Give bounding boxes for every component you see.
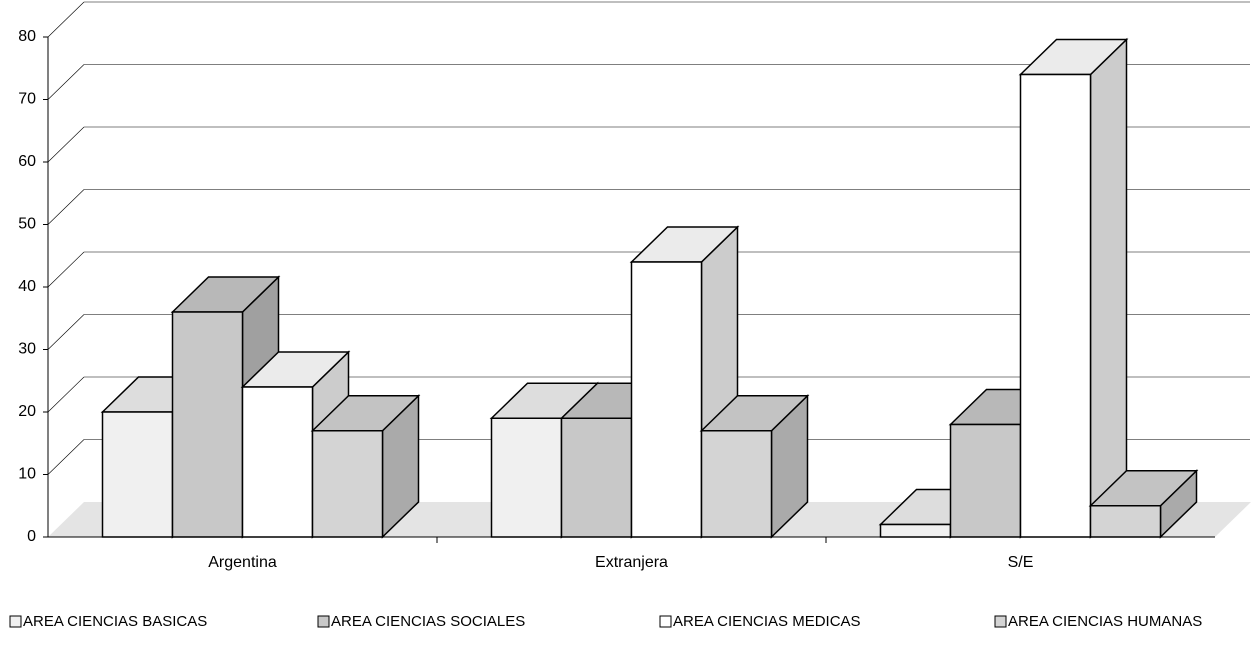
legend-swatch bbox=[994, 615, 1007, 628]
legend-label: AREA CIENCIAS HUMANAS bbox=[1008, 613, 1202, 630]
legend-swatch bbox=[317, 615, 330, 628]
bar bbox=[630, 261, 703, 538]
y-tick-label: 70 bbox=[18, 91, 36, 108]
y-tick-label: 10 bbox=[18, 466, 36, 483]
y-tick-label: 40 bbox=[18, 278, 36, 295]
grid-line bbox=[47, 376, 85, 413]
bar bbox=[1019, 73, 1092, 538]
grid-line bbox=[47, 1, 85, 38]
grid-line bbox=[47, 251, 85, 288]
legend-label: AREA CIENCIAS BASICAS bbox=[23, 613, 207, 630]
bar-side bbox=[1089, 37, 1128, 539]
y-tick-label: 0 bbox=[27, 528, 36, 545]
bar bbox=[241, 386, 314, 538]
y-tick-label: 50 bbox=[18, 216, 36, 233]
legend-label: AREA CIENCIAS SOCIALES bbox=[331, 613, 525, 630]
grid-line bbox=[47, 126, 85, 163]
grid-line bbox=[47, 314, 85, 350]
bar bbox=[949, 423, 1022, 538]
y-tick-label: 80 bbox=[18, 28, 36, 45]
bar bbox=[101, 411, 174, 538]
grid-line bbox=[47, 439, 85, 475]
bar bbox=[311, 430, 384, 538]
grid-line bbox=[47, 189, 85, 225]
grid-line bbox=[47, 64, 85, 100]
bar bbox=[490, 417, 563, 538]
y-tick-label: 20 bbox=[18, 403, 36, 420]
bar bbox=[700, 430, 773, 538]
y-tick-label: 30 bbox=[18, 341, 36, 358]
x-tick-label: S/E bbox=[1008, 554, 1034, 571]
bar bbox=[1089, 505, 1162, 538]
legend-swatch bbox=[659, 615, 672, 628]
bar bbox=[171, 311, 244, 538]
bar bbox=[560, 417, 633, 538]
legend-swatch bbox=[9, 615, 22, 628]
y-tick-label: 60 bbox=[18, 153, 36, 170]
x-tick-label: Extranjera bbox=[595, 554, 668, 571]
bar bbox=[879, 523, 952, 538]
x-tick-label: Argentina bbox=[208, 554, 277, 571]
legend-label: AREA CIENCIAS MEDICAS bbox=[673, 613, 861, 630]
